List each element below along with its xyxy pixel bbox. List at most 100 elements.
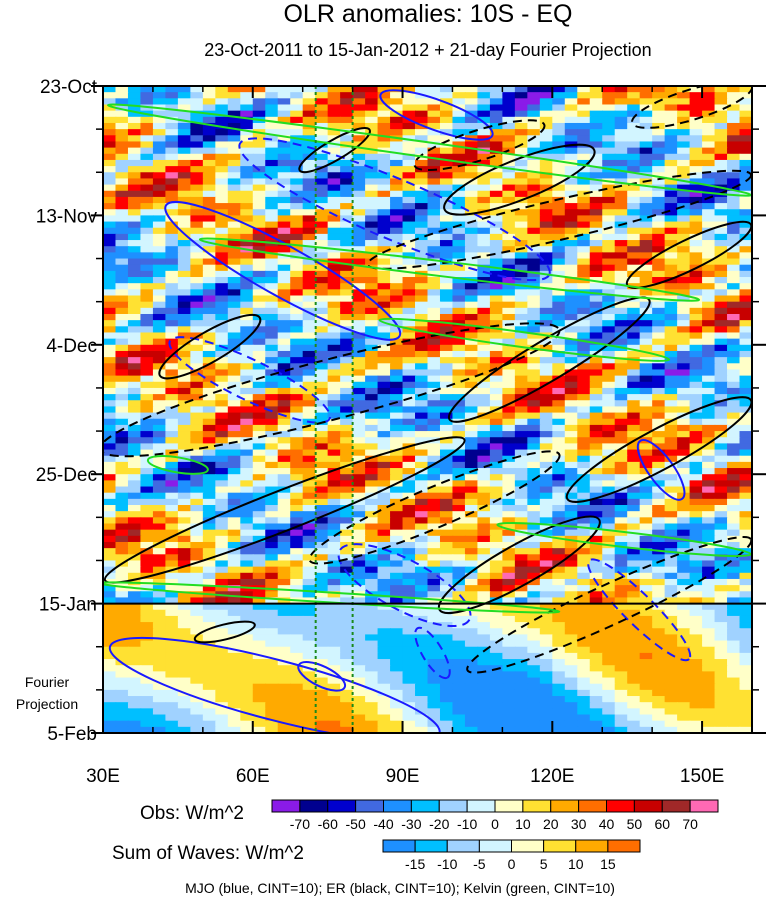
field-cell: [377, 283, 391, 290]
field-cell: [527, 184, 541, 192]
field-cell: [602, 92, 616, 99]
field-cell: [689, 455, 703, 463]
field-cell: [302, 147, 316, 155]
field-cell: [652, 320, 666, 327]
field-cell: [539, 646, 554, 654]
field-cell: [689, 172, 703, 179]
field-cell: [514, 307, 529, 315]
field-cell: [514, 615, 529, 623]
field-cell: [402, 104, 416, 112]
field-cell: [477, 172, 491, 179]
field-cell: [477, 578, 491, 586]
field-cell: [103, 541, 117, 549]
field-cell: [739, 129, 752, 136]
field-cell: [165, 196, 179, 204]
field-cell: [702, 363, 716, 370]
field-cell: [464, 184, 479, 192]
field-cell: [127, 406, 142, 414]
field-cell: [714, 387, 728, 395]
field-cell: [439, 517, 454, 524]
field-cell: [564, 659, 579, 666]
field-cell: [240, 227, 254, 235]
field-cell: [115, 129, 129, 136]
field-cell: [252, 203, 267, 210]
field-cell: [714, 258, 728, 266]
field-cell: [352, 258, 366, 266]
field-cell: [702, 159, 716, 167]
field-cell: [589, 233, 604, 241]
field-cell: [340, 295, 354, 303]
field-cell: [489, 110, 504, 118]
field-cell: [352, 406, 366, 414]
field-cell: [390, 387, 404, 395]
field-cell: [677, 418, 691, 426]
field-cell: [277, 289, 292, 296]
field-cell: [427, 246, 441, 253]
field-cell: [552, 554, 566, 561]
field-cell: [315, 394, 329, 401]
field-cell: [140, 277, 154, 284]
field-cell: [103, 159, 117, 167]
field-cell: [502, 344, 516, 352]
field-cell: [127, 523, 142, 531]
field-cell: [315, 424, 329, 432]
field-cell: [227, 159, 242, 167]
field-cell: [115, 98, 129, 105]
field-cell: [489, 227, 504, 235]
field-cell: [202, 566, 217, 574]
field-cell: [664, 190, 678, 198]
field-cell: [527, 178, 541, 186]
field-cell: [290, 375, 304, 383]
field-cell: [477, 153, 491, 161]
field-cell: [327, 443, 341, 450]
field-cell: [614, 338, 629, 346]
field-cell: [614, 233, 629, 241]
field-cell: [702, 665, 716, 672]
field-cell: [352, 221, 366, 229]
field-cell: [127, 517, 142, 524]
field-cell: [552, 233, 566, 241]
field-cell: [714, 468, 728, 475]
field-cell: [327, 381, 341, 389]
field-cell: [327, 523, 341, 531]
field-cell: [302, 505, 316, 512]
field-cell: [477, 634, 491, 642]
field-cell: [477, 461, 491, 469]
field-cell: [227, 560, 242, 568]
field-cell: [664, 609, 678, 617]
field-cell: [614, 431, 629, 438]
field-cell: [390, 449, 404, 457]
field-cell: [327, 474, 341, 481]
field-cell: [390, 289, 404, 296]
field-cell: [589, 141, 604, 149]
field-cell: [377, 652, 391, 660]
field-cell: [702, 147, 716, 155]
field-cell: [215, 172, 229, 179]
field-cell: [240, 122, 254, 130]
field-cell: [177, 541, 192, 549]
field-cell: [689, 622, 703, 629]
field-cell: [415, 295, 429, 303]
field-cell: [190, 443, 204, 450]
field-cell: [539, 258, 554, 266]
field-cell: [564, 548, 579, 555]
field-cell: [702, 264, 716, 272]
field-cell: [514, 486, 529, 494]
field-cell: [727, 172, 741, 179]
field-cell: [439, 443, 454, 450]
field-cell: [177, 104, 192, 112]
field-cell: [502, 240, 516, 247]
field-cell: [652, 665, 666, 672]
field-cell: [627, 505, 641, 512]
field-cell: [177, 203, 192, 210]
field-cell: [140, 270, 154, 278]
field-cell: [602, 486, 616, 494]
field-cell: [639, 461, 653, 469]
field-cell: [402, 461, 416, 469]
field-cell: [714, 350, 728, 358]
field-cell: [739, 190, 752, 198]
field-cell: [165, 289, 179, 296]
field-cell: [602, 301, 616, 309]
field-cell: [202, 270, 217, 278]
field-cell: [627, 578, 641, 586]
